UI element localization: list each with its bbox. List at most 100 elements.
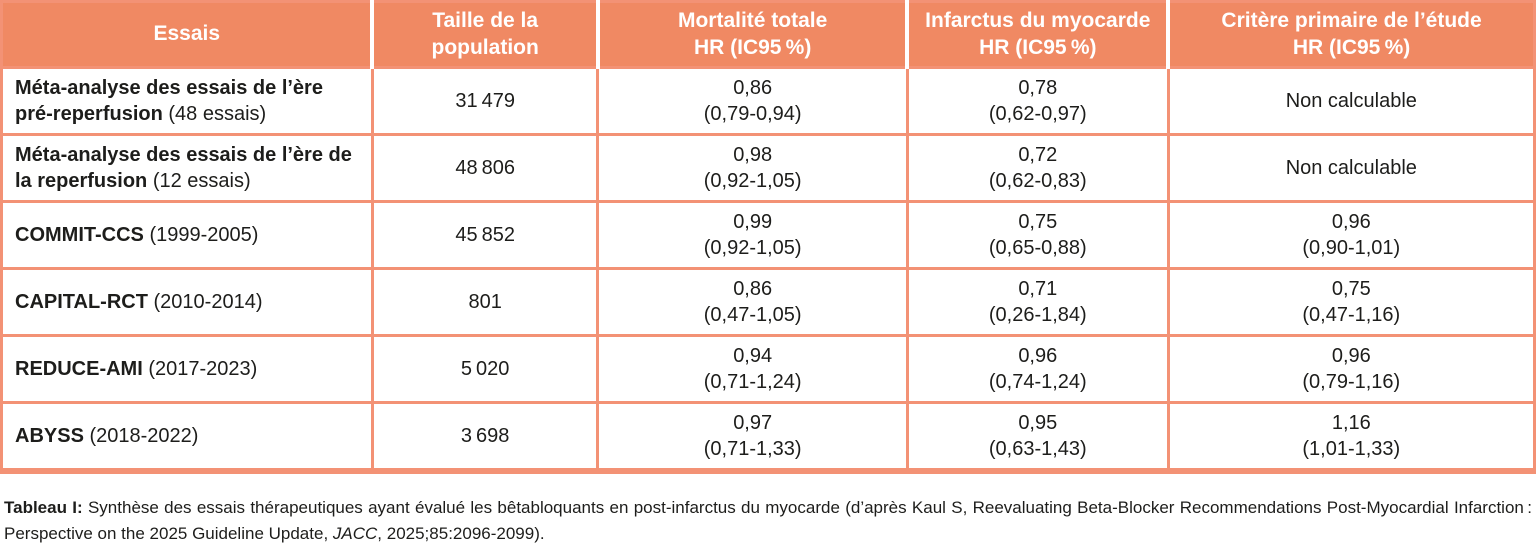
hr-value: 0,96: [1018, 345, 1058, 367]
table-caption: Tableau I: Synthèse des essais thérapeut…: [4, 495, 1532, 546]
ci-value: (0,71-1,33): [703, 438, 802, 460]
ci-value: (0,79-1,16): [1302, 371, 1401, 393]
table-row: REDUCE-AMI (2017-2023) 5 020 0,94 (0,71-1…: [0, 334, 1536, 404]
cell-mortality: 0,94 (0,71-1,24): [596, 334, 909, 404]
hr-value: 0,86: [733, 278, 773, 300]
population-value: 3 698: [460, 425, 510, 447]
col-header-population: Taille de la population: [370, 1, 598, 68]
cell-trial: COMMIT-CCS (1999-2005): [0, 200, 374, 270]
hr-value: 0,75: [1018, 211, 1058, 233]
hr-value: 0,96: [1331, 211, 1371, 233]
trial-name: ABYSS: [15, 425, 84, 447]
cell-primary-endpoint: 1,16 (1,01-1,33): [1166, 401, 1536, 473]
trial-note: (2017-2023): [142, 358, 258, 380]
cell-infarction: 0,95 (0,63-1,43): [905, 401, 1170, 473]
ci-value: (0,92-1,05): [703, 237, 802, 259]
caption-text-end: , 2025;85:2096-2099).: [377, 523, 545, 543]
header-label: Essais: [153, 22, 221, 46]
ci-value: (0,26-1,84): [988, 304, 1087, 326]
cell-population: 3 698: [370, 401, 600, 473]
trial-note: (2010-2014): [147, 291, 263, 313]
population-value: 5 020: [460, 358, 510, 380]
ci-value: (0,47-1,16): [1302, 304, 1401, 326]
col-header-primary-endpoint: Critère primaire de l’étude HR (IC95 %): [1166, 1, 1535, 68]
hr-value: 0,96: [1331, 345, 1371, 367]
beta-blocker-trials-table: Essais Taille de la population Mortalité…: [0, 0, 1536, 474]
cell-primary-endpoint: 0,96 (0,90-1,01): [1166, 200, 1536, 270]
hr-value: Non calculable: [1285, 90, 1417, 112]
header-label-line2: HR (IC95 %): [693, 35, 812, 59]
hr-value: 0,94: [733, 345, 773, 367]
trial-name: REDUCE-AMI: [15, 358, 143, 380]
cell-infarction: 0,71 (0,26-1,84): [905, 267, 1170, 337]
cell-trial: Méta-analyse des essais de l’ère de la r…: [0, 133, 374, 203]
ci-value: (0,47-1,05): [703, 304, 802, 326]
header-label-line1: Infarctus du myocarde: [925, 8, 1151, 32]
table-row: ABYSS (2018-2022) 3 698 0,97 (0,71-1,33) …: [0, 401, 1536, 473]
header-label-line1: Critère primaire de l’étude: [1221, 8, 1482, 32]
caption-text: Synthèse des essais thérapeutiques ayant…: [4, 498, 1532, 543]
cell-mortality: 0,86 (0,79-0,94): [596, 66, 909, 136]
ci-value: (0,90-1,01): [1302, 237, 1401, 259]
header-label-line1: Mortalité totale: [677, 8, 828, 32]
population-value: 31 479: [455, 90, 515, 112]
hr-value: 0,86: [733, 77, 773, 99]
ci-value: (0,79-0,94): [703, 103, 802, 125]
hr-value: 0,71: [1018, 278, 1058, 300]
cell-mortality: 0,86 (0,47-1,05): [596, 267, 909, 337]
ci-value: (0,62-0,97): [988, 103, 1087, 125]
cell-primary-endpoint: 0,75 (0,47-1,16): [1166, 267, 1536, 337]
trial-note: (1999-2005): [143, 224, 259, 246]
cell-population: 5 020: [370, 334, 600, 404]
cell-primary-endpoint: Non calculable: [1166, 66, 1536, 136]
col-header-infarction: Infarctus du myocarde HR (IC95 %): [905, 1, 1169, 68]
ci-value: (0,62-0,83): [988, 170, 1087, 192]
table-row: COMMIT-CCS (1999-2005) 45 852 0,99 (0,92-…: [0, 200, 1536, 270]
header-label-line2: HR (IC95 %): [979, 35, 1097, 59]
cell-population: 801: [370, 267, 600, 337]
hr-value: Non calculable: [1285, 157, 1417, 179]
hr-value: 0,99: [733, 211, 773, 233]
cell-primary-endpoint: 0,96 (0,79-1,16): [1166, 334, 1536, 404]
trial-note: (48 essais): [162, 103, 267, 125]
trial-note: (12 essais): [147, 170, 251, 192]
hr-value: 0,72: [1018, 144, 1058, 166]
header-row: Essais Taille de la population Mortalité…: [1, 1, 1535, 68]
cell-mortality: 0,99 (0,92-1,05): [596, 200, 909, 270]
cell-trial: REDUCE-AMI (2017-2023): [0, 334, 374, 404]
population-value: 801: [468, 291, 502, 313]
ci-value: (1,01-1,33): [1302, 438, 1401, 460]
cell-population: 31 479: [370, 66, 600, 136]
cell-trial: ABYSS (2018-2022): [0, 401, 374, 473]
caption-label: Tableau I:: [4, 498, 83, 517]
hr-value: 0,75: [1331, 278, 1371, 300]
ci-value: (0,65-0,88): [988, 237, 1087, 259]
col-header-mortality: Mortalité totale HR (IC95 %): [595, 1, 908, 68]
population-value: 48 806: [455, 157, 515, 179]
caption-journal-name: JACC: [332, 523, 378, 543]
trial-note: (2018-2022): [83, 425, 199, 447]
ci-value: (0,71-1,24): [703, 371, 802, 393]
col-header-essais: Essais: [1, 1, 373, 68]
ci-value: (0,74-1,24): [988, 371, 1087, 393]
cell-primary-endpoint: Non calculable: [1166, 133, 1536, 203]
population-value: 45 852: [455, 224, 515, 246]
cell-infarction: 0,75 (0,65-0,88): [905, 200, 1170, 270]
cell-mortality: 0,98 (0,92-1,05): [596, 133, 909, 203]
cell-trial: Méta-analyse des essais de l’ère pré-rep…: [0, 66, 374, 136]
cell-population: 48 806: [370, 133, 600, 203]
trial-name: Méta-analyse des essais de l’ère de la r…: [15, 144, 352, 192]
ci-value: (0,63-1,43): [988, 438, 1087, 460]
table-row: Méta-analyse des essais de l’ère pré-rep…: [0, 66, 1536, 136]
hr-value: 0,95: [1018, 412, 1058, 434]
table-row: CAPITAL-RCT (2010-2014) 801 0,86 (0,47-1,…: [0, 267, 1536, 337]
table-row: Méta-analyse des essais de l’ère de la r…: [0, 133, 1536, 203]
hr-value: 0,97: [733, 412, 773, 434]
hr-value: 1,16: [1331, 412, 1371, 434]
cell-infarction: 0,78 (0,62-0,97): [905, 66, 1170, 136]
trial-name: CAPITAL-RCT: [15, 291, 148, 313]
cell-mortality: 0,97 (0,71-1,33): [596, 401, 909, 473]
cell-trial: CAPITAL-RCT (2010-2014): [0, 267, 374, 337]
hr-value: 0,78: [1018, 77, 1058, 99]
header-label-line2: population: [431, 35, 539, 59]
